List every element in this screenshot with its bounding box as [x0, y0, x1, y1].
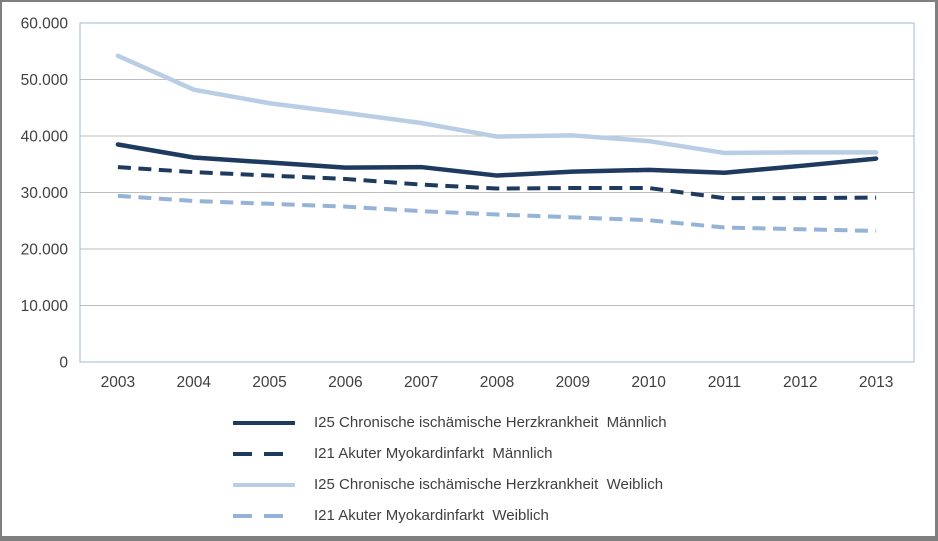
x-axis-tick-label: 2005 — [252, 374, 286, 391]
y-axis-tick-label: 30.000 — [21, 185, 69, 202]
legend-label: I25 Chronische ischämische Herzkrankheit… — [314, 414, 667, 431]
legend-label: I21 Akuter Myokardinfarkt Weiblich — [314, 507, 549, 524]
legend-item-2: I25 Chronische ischämische Herzkrankheit… — [233, 469, 667, 500]
series-line-1 — [117, 165, 877, 201]
y-axis-tick-label: 40.000 — [21, 129, 69, 146]
legend-item-3: I21 Akuter Myokardinfarkt Weiblich — [233, 500, 667, 531]
legend-label: I21 Akuter Myokardinfarkt Männlich — [314, 445, 553, 462]
chart-legend: I25 Chronische ischämische Herzkrankheit… — [233, 407, 667, 531]
series-line-2 — [115, 53, 879, 156]
y-axis-tick-label: 60.000 — [21, 16, 69, 33]
legend-dashed-line-swatch — [233, 513, 295, 518]
x-axis-tick-label: 2009 — [556, 374, 590, 391]
legend-solid-line-swatch — [233, 420, 295, 425]
x-axis-tick-label: 2008 — [480, 374, 514, 391]
x-axis-tick-label: 2013 — [859, 374, 893, 391]
y-axis-tick-label: 0 — [59, 355, 68, 372]
legend-item-1: I21 Akuter Myokardinfarkt Männlich — [233, 438, 667, 469]
y-axis-tick-label: 20.000 — [21, 242, 69, 259]
plot-border — [79, 22, 915, 363]
legend-label: I25 Chronische ischämische Herzkrankheit… — [314, 476, 664, 493]
x-axis-tick-label: 2010 — [631, 374, 666, 391]
x-axis-tick-label: 2003 — [101, 374, 135, 391]
series-line-0 — [115, 142, 879, 178]
x-axis-tick-label: 2004 — [176, 374, 211, 391]
y-axis-tick-label: 50.000 — [21, 72, 69, 89]
legend-solid-line-swatch — [233, 482, 295, 487]
x-axis-tick-label: 2007 — [404, 374, 438, 391]
series-line-3 — [117, 193, 877, 233]
x-axis-tick-label: 2011 — [708, 374, 741, 391]
x-axis-tick-label: 2006 — [328, 374, 362, 391]
x-axis-tick-label: 2012 — [783, 374, 817, 391]
legend-dashed-line-swatch — [233, 451, 295, 456]
legend-item-0: I25 Chronische ischämische Herzkrankheit… — [233, 407, 667, 438]
y-axis-tick-label: 10.000 — [21, 298, 69, 315]
